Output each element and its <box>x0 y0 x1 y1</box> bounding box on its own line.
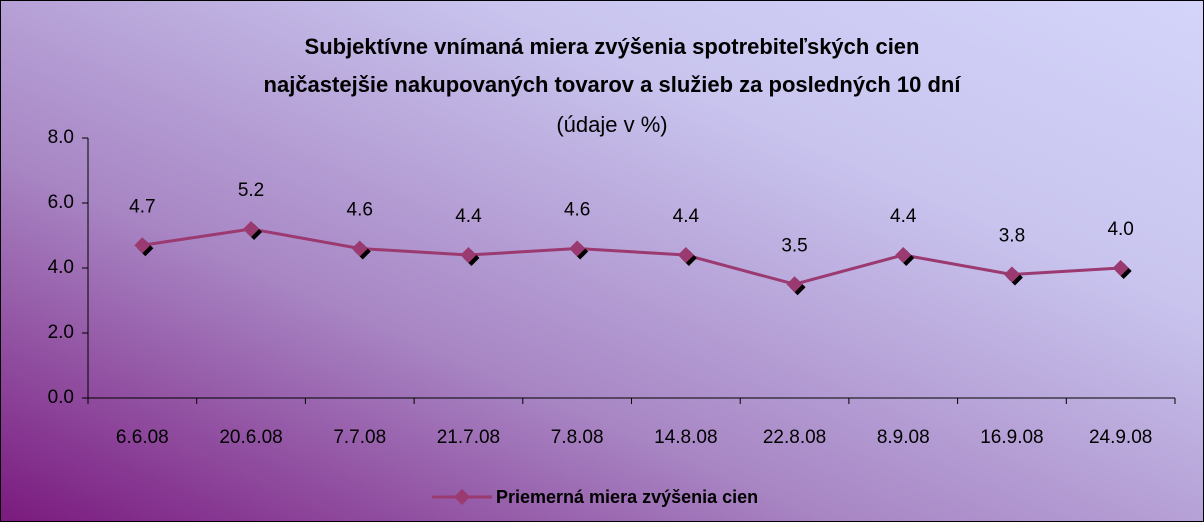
legend-marker <box>454 489 470 505</box>
marker <box>1003 266 1020 283</box>
data-label: 4.6 <box>347 200 373 221</box>
data-label: 3.8 <box>999 226 1025 247</box>
marker <box>460 247 477 263</box>
x-tick-label: 8.9.08 <box>877 427 930 448</box>
marker <box>243 221 260 237</box>
x-tick-label: 14.8.08 <box>654 427 717 448</box>
line <box>142 227 1121 286</box>
chart-title: Subjektívne vnímaná miera zvýšenia spotr… <box>305 34 920 59</box>
chart-subtitle: (údaje v %) <box>556 112 667 137</box>
x-tick-label: 7.7.08 <box>333 427 386 448</box>
marker <box>351 240 368 257</box>
y-tick-label: 2.0 <box>48 322 74 343</box>
y-tick-label: 6.0 <box>48 192 74 213</box>
x-tick-label: 20.6.08 <box>219 427 282 448</box>
data-label: 4.4 <box>890 206 917 227</box>
x-tick-label: 24.9.08 <box>1089 427 1152 448</box>
x-tick-label: 6.6.08 <box>116 427 169 448</box>
x-tick-label: 21.7.08 <box>437 427 500 448</box>
data-label: 4.0 <box>1107 219 1133 240</box>
x-tick-label: 7.8.08 <box>551 427 604 448</box>
x-tick-label: 16.9.08 <box>980 427 1043 448</box>
data-label: 4.4 <box>455 206 482 227</box>
y-tick-label: 8.0 <box>48 127 74 148</box>
marker <box>677 247 694 263</box>
legend-label: Priemerná miera zvýšenia cien <box>496 487 758 507</box>
marker <box>134 237 151 254</box>
data-label: 4.7 <box>129 196 155 217</box>
data-label: 5.2 <box>238 180 264 201</box>
y-tick-label: 0.0 <box>48 387 74 408</box>
data-label: 3.5 <box>781 235 807 256</box>
marker <box>786 276 803 293</box>
marker <box>569 240 586 257</box>
data-label: 4.6 <box>564 200 590 221</box>
x-tick-label: 22.8.08 <box>763 427 826 448</box>
marker <box>895 247 912 263</box>
y-tick-label: 4.0 <box>48 257 74 278</box>
marker <box>1112 260 1129 276</box>
data-label: 4.4 <box>673 206 700 227</box>
chart-title: najčastejšie nakupovaných tovarov a služ… <box>264 72 962 97</box>
